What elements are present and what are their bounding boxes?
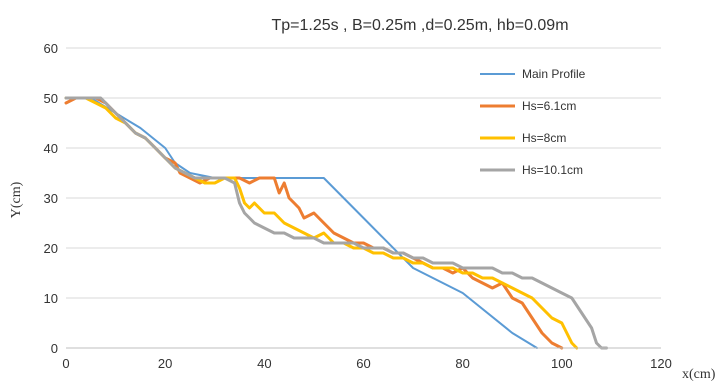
x-tick-label: 40 xyxy=(257,356,271,371)
legend: Main Profile Hs=6.1cm Hs=8cm Hs=10.1cm xyxy=(480,67,586,177)
x-tick-label: 80 xyxy=(455,356,469,371)
y-axis-label: Y(cm) xyxy=(9,181,24,218)
y-tick-label: 20 xyxy=(44,241,58,256)
x-tick-label: 0 xyxy=(62,356,69,371)
series-lines xyxy=(64,96,608,350)
series-line-0 xyxy=(65,97,538,349)
legend-label: Main Profile xyxy=(522,67,586,81)
y-tick-label: 10 xyxy=(44,291,58,306)
x-axis-label: x(cm) xyxy=(682,367,716,381)
legend-label: Hs=6.1cm xyxy=(522,99,576,113)
x-tick-label: 100 xyxy=(551,356,573,371)
y-tick-label: 60 xyxy=(44,41,58,56)
grid xyxy=(66,47,661,349)
x-tick-label: 20 xyxy=(158,356,172,371)
y-tick-label: 40 xyxy=(44,141,58,156)
x-tick-label: 60 xyxy=(356,356,370,371)
legend-label: Hs=10.1cm xyxy=(522,163,583,177)
legend-label: Hs=8cm xyxy=(522,131,566,145)
tick-labels: 0 10 20 30 40 50 60 0 20 40 60 80 100 120 xyxy=(44,41,672,371)
y-tick-label: 50 xyxy=(44,91,58,106)
x-tick-label: 120 xyxy=(650,356,672,371)
chart-title: Tp=1.25s , B=0.25m ,d=0.25m, hb=0.09m xyxy=(271,17,568,34)
y-tick-label: 30 xyxy=(44,191,58,206)
y-tick-label: 0 xyxy=(51,341,58,356)
series-line-3 xyxy=(64,96,608,350)
